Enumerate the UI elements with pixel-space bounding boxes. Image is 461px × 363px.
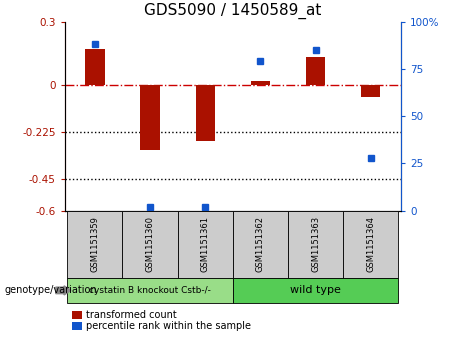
Bar xyxy=(195,85,215,141)
Text: transformed count: transformed count xyxy=(86,310,177,321)
Bar xyxy=(361,85,380,97)
Text: GSM1151361: GSM1151361 xyxy=(201,216,210,272)
Text: GSM1151360: GSM1151360 xyxy=(146,216,154,272)
Bar xyxy=(85,49,105,85)
Title: GDS5090 / 1450589_at: GDS5090 / 1450589_at xyxy=(144,3,321,19)
Bar xyxy=(306,57,325,85)
Text: cystatin B knockout Cstb-/-: cystatin B knockout Cstb-/- xyxy=(89,286,211,295)
Text: wild type: wild type xyxy=(290,285,341,295)
Text: percentile rank within the sample: percentile rank within the sample xyxy=(86,321,251,331)
Text: GSM1151364: GSM1151364 xyxy=(366,216,375,272)
Text: GSM1151359: GSM1151359 xyxy=(90,216,100,272)
Bar xyxy=(251,81,270,85)
Text: GSM1151362: GSM1151362 xyxy=(256,216,265,272)
Text: GSM1151363: GSM1151363 xyxy=(311,216,320,272)
Bar xyxy=(141,85,160,150)
Text: genotype/variation: genotype/variation xyxy=(5,285,97,295)
